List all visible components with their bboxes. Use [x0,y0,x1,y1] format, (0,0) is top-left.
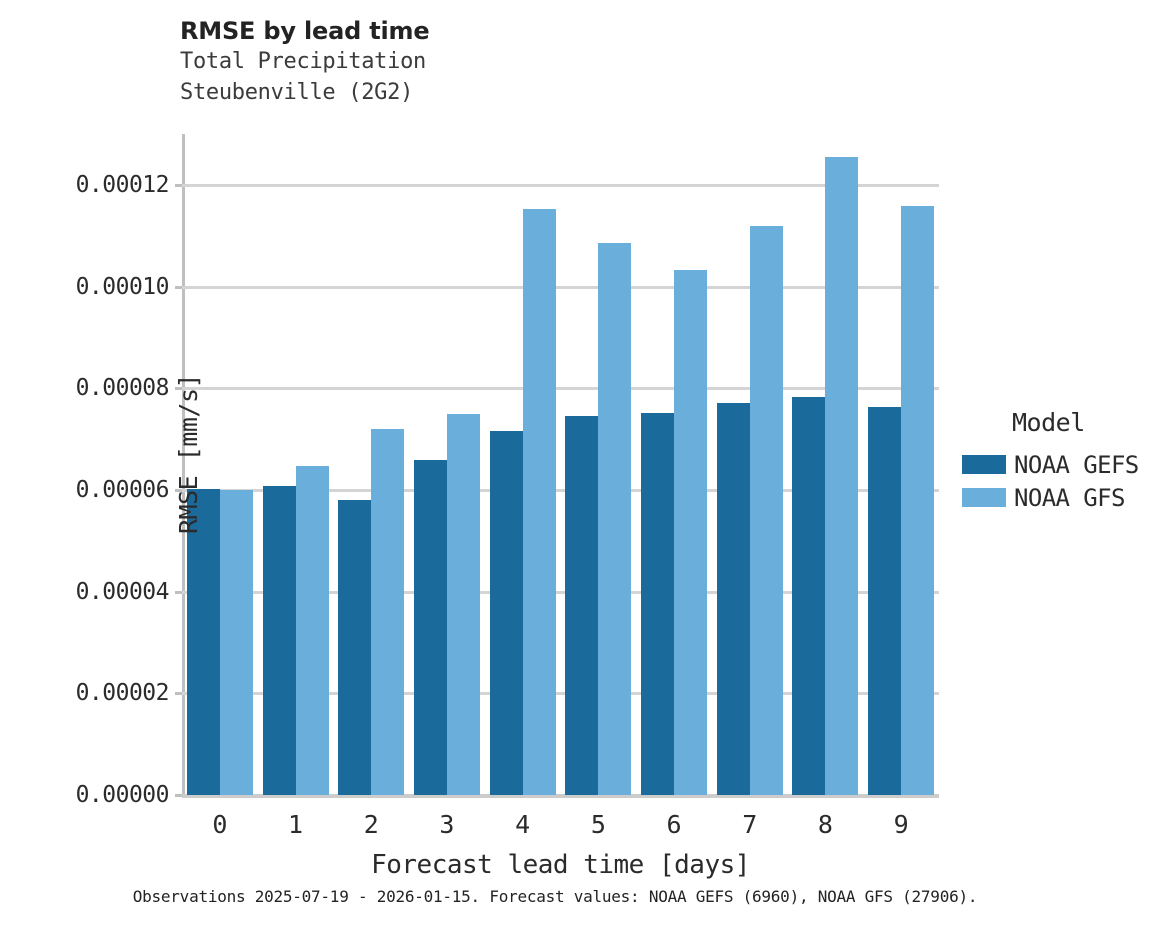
bar[interactable] [413,460,447,795]
page-title: RMSE by lead time [180,17,430,45]
legend-swatch-icon [962,455,1006,474]
legend-item-label: NOAA GFS [1014,483,1125,512]
bar[interactable] [446,414,480,795]
bar[interactable] [868,406,902,795]
y-tick-mark [175,285,182,289]
x-tick-label: 5 [590,810,606,839]
y-tick-mark [175,794,182,797]
bar[interactable] [598,243,632,795]
bar[interactable] [674,269,708,795]
bar[interactable] [716,402,750,795]
y-axis-title: RMSE [mm/s] [174,373,203,534]
gridline [182,590,939,594]
x-tick-label: 0 [212,810,228,839]
x-tick-label: 4 [515,810,531,839]
y-tick-mark [175,387,182,391]
footer-note: Observations 2025-07-19 - 2026-01-15. Fo… [132,887,978,906]
x-tick-label: 1 [288,810,304,839]
y-axis-line [182,134,185,795]
x-axis-line [182,794,939,798]
chart-subtitle-location: Steubenville (2G2) [180,80,414,105]
legend-swatch-icon [962,488,1006,507]
legend-title: Model [1012,408,1085,437]
y-tick-label: 0.00008 [75,375,170,402]
y-tick-label: 0.00000 [75,782,170,808]
gridline [182,488,939,492]
bar[interactable] [262,486,296,795]
y-tick-label: 0.00010 [75,273,170,300]
y-tick-mark [175,488,182,492]
y-tick-mark [175,692,182,696]
bar[interactable] [522,208,556,795]
x-tick-label: 6 [666,810,682,839]
legend-entries: NOAA GEFS NOAA GFS [962,448,1139,514]
y-tick-label: 0.00012 [75,171,170,198]
x-tick-label: 3 [439,810,455,839]
bar[interactable] [338,499,372,795]
gridline [182,285,939,289]
legend: Model NOAA GEFS NOAA GFS [962,408,1139,514]
bar[interactable] [749,226,783,795]
legend-item-label: NOAA GEFS [1014,450,1139,479]
y-tick-label: 0.00004 [75,578,170,605]
y-tick-mark [175,183,182,187]
bars-layer [182,134,939,795]
plot-area: 0.00000 0.00002 0.00004 0.00006 0.00008 0.000… [76,134,939,880]
bar[interactable] [641,412,675,795]
title-block: RMSE by lead time Total Precipitation St… [180,16,940,108]
legend-item[interactable]: NOAA GFS [962,481,1139,514]
x-tick-label: 9 [893,810,909,839]
x-tick-label: 2 [363,810,379,839]
bar[interactable] [295,465,329,795]
gridline [182,183,939,187]
gridline [182,692,939,696]
gridline [182,387,939,391]
bar[interactable] [219,490,253,795]
x-tick-label: 7 [742,810,758,839]
y-tick-label: 0.00002 [75,680,170,707]
legend-item[interactable]: NOAA GEFS [962,448,1139,481]
bar[interactable] [901,206,935,795]
y-tick-mark [175,590,182,594]
bar[interactable] [565,416,599,795]
bar[interactable] [825,156,859,795]
y-tick-label: 0.00006 [75,476,170,503]
bar[interactable] [186,489,220,795]
x-axis-title: Forecast lead time [days] [371,850,750,880]
bar[interactable] [371,429,405,795]
bar[interactable] [489,431,523,795]
x-tick-label: 8 [817,810,833,839]
chart-subtitle-variable: Total Precipitation [180,49,426,74]
bar[interactable] [792,397,826,795]
